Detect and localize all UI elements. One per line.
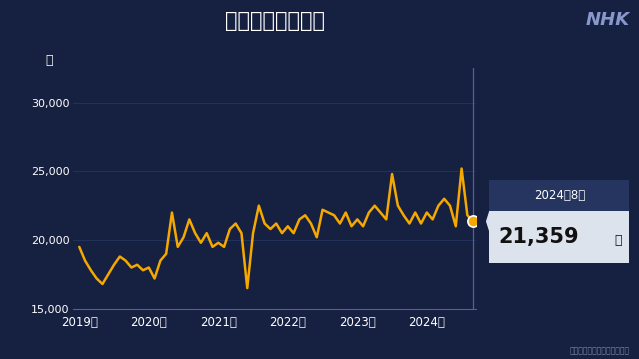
Text: 厚生労働省「被保護者調査」: 厚生労働省「被保護者調査」 [569, 346, 629, 355]
Text: 21,359: 21,359 [498, 227, 580, 247]
Point [468, 219, 478, 224]
Text: NHK: NHK [585, 11, 629, 29]
Text: 2024年8月: 2024年8月 [534, 189, 585, 202]
Text: 件: 件 [614, 234, 622, 247]
Text: 件: 件 [45, 54, 53, 67]
Text: 生活保護申請件数: 生活保護申請件数 [225, 11, 325, 31]
